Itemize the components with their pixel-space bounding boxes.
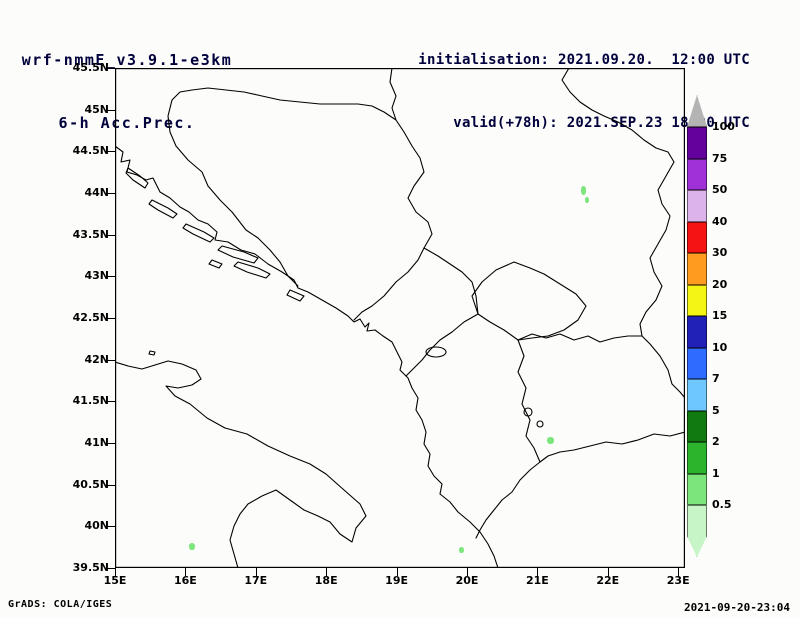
colorbar-band-lt-0.5 (687, 505, 707, 557)
lat-tick-label: 43N (84, 269, 109, 283)
lat-tick-label: 42N (84, 352, 109, 366)
lat-tick-mark (107, 401, 115, 403)
colorbar-band-75-100 (687, 127, 707, 159)
border-croatia-bosnia-serbia (167, 87, 433, 321)
colorbar-level-label: 1 (712, 466, 720, 480)
colorbar-band-0.5-1 (687, 473, 707, 505)
lon-tick-mark (255, 568, 257, 576)
run-info-header: initialisation: 2021.09.20. 12:00 UTC va… (418, 8, 750, 176)
lon-tick-label: 23E (666, 574, 690, 587)
colorbar-band-7-10 (687, 347, 707, 379)
colorbar-level-label: 20 (712, 277, 728, 291)
lat-tick-mark (107, 526, 115, 528)
colorbar-level-label: 5 (712, 403, 720, 417)
colorbar-band-20-30 (687, 253, 707, 285)
lat-tick-mark (107, 276, 115, 278)
coastline-italy (115, 360, 367, 568)
lat-tick-label: 42.5N (72, 311, 109, 324)
grads-credit: GrADS: COLA/IGES (8, 599, 113, 610)
border-montenegro-albania (405, 313, 479, 377)
lat-tick-label: 41.5N (72, 394, 109, 408)
border-albania-macedonia (517, 339, 541, 463)
creation-timestamp: 2021-09-20-23:04 (684, 601, 790, 614)
border-croatia-serbia-north (389, 68, 397, 121)
colorbar-band-gt-100 (687, 95, 707, 127)
lon-tick-mark (115, 568, 116, 576)
lon-tick-label: 17E (244, 574, 268, 587)
model-title: wrf-nmmE_v3.9.1-e3km (21, 51, 233, 69)
lat-tick-mark (107, 443, 115, 444)
lat-tick-label: 41N (84, 436, 109, 449)
lat-tick-mark (107, 484, 115, 486)
lake-skadar (425, 346, 447, 358)
colorbar-band-15-20 (687, 284, 707, 316)
colorbar-level-label: 10 (712, 340, 728, 354)
lon-tick-label: 21E (525, 574, 549, 587)
lon-tick-label: 16E (173, 574, 197, 587)
colorbar-level-label: 0.5 (712, 498, 732, 511)
colorbar-level-label: 30 (712, 246, 728, 259)
lon-tick-mark (396, 568, 398, 576)
colorbar-band-1-2 (687, 442, 707, 474)
coastline-adriatic-east (115, 145, 499, 568)
border-macedonia-north (517, 333, 643, 343)
lat-tick-mark (107, 193, 115, 194)
border-kosovo (471, 261, 587, 341)
colorbar-level-label: 50 (712, 183, 728, 196)
lon-tick-label: 20E (455, 574, 479, 587)
lon-tick-mark (326, 568, 328, 576)
colorbar-band-30-40 (687, 221, 707, 253)
model-header: wrf-nmmE_v3.9.1-e3km 6-h Acc.Prec. (10, 8, 244, 176)
croatian-islands (125, 167, 305, 356)
colorbar (687, 95, 707, 557)
lat-tick-mark (107, 234, 115, 236)
lake-ohrid (523, 407, 533, 417)
lon-tick-mark (607, 568, 609, 576)
border-greece-north (475, 431, 685, 539)
map-frame (115, 68, 685, 568)
lat-tick-mark (107, 568, 115, 569)
product-title: 6-h Acc.Prec. (58, 114, 196, 132)
map-area (115, 68, 685, 568)
colorbar-band-5-7 (687, 379, 707, 411)
lat-tick-label: 39.5N (72, 561, 109, 574)
lake-prespa (536, 420, 544, 428)
lat-tick-mark (107, 318, 115, 319)
lon-tick-label: 18E (314, 574, 338, 587)
lat-tick-mark (107, 359, 115, 361)
border-serbia-romania-bulgaria (561, 68, 685, 399)
colorbar-band-50-75 (687, 158, 707, 190)
colorbar-level-label: 2 (712, 435, 720, 448)
colorbar-band-40-50 (687, 190, 707, 222)
lon-tick-label: 15E (103, 574, 127, 587)
initialisation-line: initialisation: 2021.09.20. 12:00 UTC (418, 52, 750, 68)
lon-tick-label: 19E (385, 574, 408, 587)
lat-tick-label: 40N (84, 519, 109, 533)
map-canvas (115, 68, 685, 568)
lat-tick-label: 40.5N (72, 477, 109, 491)
colorbar-band-2-5 (687, 410, 707, 442)
lat-tick-label: 43.5N (72, 227, 109, 241)
lon-tick-mark (185, 568, 187, 576)
lon-tick-label: 22E (596, 574, 620, 587)
lat-tick-label: 44N (84, 186, 109, 199)
lon-tick-mark (678, 568, 680, 576)
lon-tick-mark (467, 568, 468, 576)
colorbar-level-label: 40 (712, 214, 728, 228)
border-montenegro-serbia (423, 247, 479, 315)
lon-tick-mark (537, 568, 539, 576)
colorbar-band-10-15 (687, 316, 707, 348)
colorbar-level-label: 7 (712, 372, 720, 385)
colorbar-level-label: 15 (712, 309, 728, 322)
